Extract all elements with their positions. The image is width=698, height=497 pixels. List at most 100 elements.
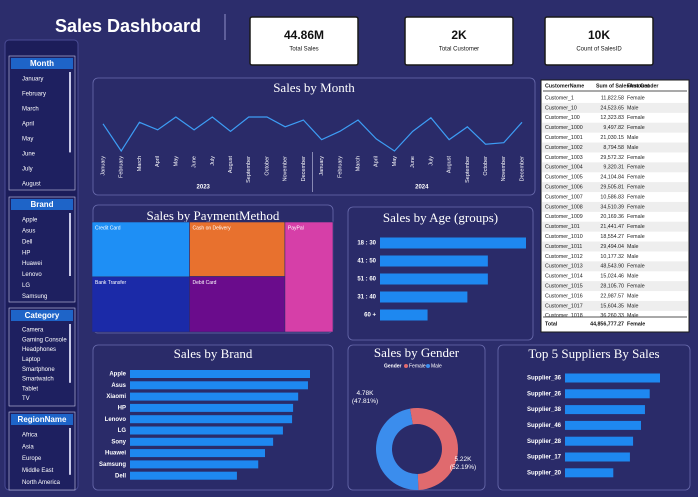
slicer-box bbox=[8, 196, 76, 303]
treemap-label: PayPal bbox=[288, 225, 304, 231]
treemap-tile bbox=[284, 221, 334, 333]
slicer-item[interactable]: Headphones bbox=[22, 347, 56, 353]
table-cell: Female bbox=[627, 264, 645, 270]
table-cell: Male bbox=[627, 135, 639, 141]
x-tick-label: December bbox=[301, 156, 307, 182]
slicer-item[interactable]: Apple bbox=[22, 218, 38, 224]
slicer-scrollbar bbox=[69, 428, 71, 475]
table-cell: Male bbox=[627, 274, 639, 280]
legend-label: Male bbox=[431, 363, 442, 369]
slicer-item[interactable]: Laptop bbox=[22, 357, 41, 363]
kpi-value: 10K bbox=[588, 28, 610, 42]
table-cell: Customer_1010 bbox=[545, 234, 583, 240]
table-cell: Customer_101 bbox=[545, 224, 580, 230]
slicer-item[interactable]: Camera bbox=[22, 328, 44, 334]
table-row-band bbox=[542, 182, 688, 193]
bar-label: Huawei bbox=[105, 451, 126, 457]
x-tick-label: September bbox=[246, 156, 252, 183]
slicer-item[interactable]: Smartphone bbox=[22, 367, 55, 373]
table-cell: Female bbox=[627, 204, 645, 210]
table-cell: Customer_1017 bbox=[545, 303, 583, 309]
donut-label: 5.22K (52.19%) bbox=[449, 456, 477, 471]
slicer-item[interactable]: Samsung bbox=[22, 294, 47, 300]
chart-panel bbox=[497, 344, 691, 491]
table-cell: Customer_1002 bbox=[545, 145, 583, 151]
table-cell: 34,510.39 bbox=[600, 204, 624, 210]
x-tick-label: May bbox=[392, 156, 398, 167]
slicer-item[interactable]: January bbox=[22, 77, 43, 83]
table-cell: 15,024.46 bbox=[600, 274, 624, 280]
slicer-item[interactable]: February bbox=[22, 92, 46, 98]
table-cell: Female bbox=[627, 224, 645, 230]
bar bbox=[130, 381, 308, 390]
x-tick-label: August bbox=[447, 156, 453, 174]
table-row-band bbox=[542, 241, 688, 252]
slicer-item[interactable]: May bbox=[22, 137, 33, 143]
table-row-band bbox=[542, 201, 688, 212]
bar-label: Supplier_46 bbox=[527, 423, 562, 429]
slicer-box bbox=[8, 307, 76, 407]
table-cell: 11,822.58 bbox=[601, 95, 624, 101]
bar bbox=[565, 389, 650, 399]
table-cell: Female bbox=[627, 125, 645, 131]
table-cell: Female bbox=[627, 194, 645, 200]
table-cell: Male bbox=[627, 293, 639, 299]
table-cell: Customer_1018 bbox=[545, 313, 583, 319]
slicer-item[interactable]: March bbox=[22, 107, 39, 113]
slicer-item[interactable]: TV bbox=[22, 396, 30, 402]
slicer-item[interactable]: Tablet bbox=[22, 386, 38, 392]
slicer-item[interactable]: July bbox=[22, 167, 33, 173]
x-tick-label: February bbox=[119, 156, 125, 178]
table-total: Female bbox=[627, 321, 645, 327]
slicer-item[interactable]: April bbox=[22, 122, 34, 128]
slicer-item[interactable]: Gaming Console bbox=[22, 337, 67, 343]
slicer-item[interactable]: Dell bbox=[22, 239, 32, 245]
slicer-item[interactable]: Asus bbox=[22, 228, 35, 234]
bar bbox=[565, 452, 630, 462]
slicer-item[interactable]: LG bbox=[22, 283, 30, 289]
table-cell: Customer_1013 bbox=[545, 264, 583, 270]
table-cell: 24,104.84 bbox=[600, 175, 624, 181]
slicer-item[interactable]: August bbox=[22, 182, 41, 188]
treemap-tile bbox=[91, 276, 190, 333]
table-cell: Male bbox=[627, 313, 639, 319]
kpi-value: 44.86M bbox=[284, 28, 324, 42]
slicer-item[interactable]: Lenovo bbox=[22, 272, 42, 278]
bar-label: Supplier_28 bbox=[527, 439, 562, 445]
table-cell: Customer_100 bbox=[545, 115, 580, 121]
slicer-item[interactable]: Africa bbox=[22, 433, 38, 439]
slicer-item[interactable]: Europe bbox=[22, 456, 42, 462]
slicer-item[interactable]: Middle East bbox=[22, 468, 54, 474]
table-cell: Male bbox=[627, 254, 639, 260]
table-cell: 29,572.32 bbox=[600, 155, 624, 161]
slicer-item[interactable]: Huawei bbox=[22, 261, 42, 267]
table-cell: Customer_1009 bbox=[545, 214, 583, 220]
bar-label: 60 + bbox=[364, 313, 376, 319]
slicer-title: Month bbox=[30, 59, 54, 68]
table-cell: 18,554.27 bbox=[600, 234, 624, 240]
slicer-item[interactable]: HP bbox=[22, 250, 30, 256]
donut-label: 4.78K (47.81%) bbox=[351, 390, 379, 405]
table-cell: Male bbox=[627, 244, 639, 250]
bar-label: Dell bbox=[115, 473, 126, 479]
table-cell: Female bbox=[627, 234, 645, 240]
slicer-item[interactable]: June bbox=[22, 152, 36, 158]
bar bbox=[130, 437, 274, 446]
bar-label: Lenovo bbox=[105, 417, 127, 423]
slicer-item[interactable]: Asia bbox=[22, 444, 34, 450]
slicer-header bbox=[11, 199, 73, 210]
bar-label: Supplier_36 bbox=[527, 376, 562, 382]
table-header: First Gender bbox=[627, 83, 659, 89]
slicer-item[interactable]: Smartwatch bbox=[22, 377, 54, 383]
bar bbox=[130, 471, 237, 480]
slicer-item[interactable]: North America bbox=[22, 480, 61, 486]
x-tick-label: May bbox=[173, 156, 179, 167]
treemap-tile bbox=[189, 221, 286, 277]
chart-title: Sales by Brand bbox=[174, 346, 253, 361]
x-tick-label: November bbox=[501, 156, 507, 182]
bar-label: Asus bbox=[111, 383, 126, 389]
legend-title: Gender bbox=[384, 363, 402, 369]
